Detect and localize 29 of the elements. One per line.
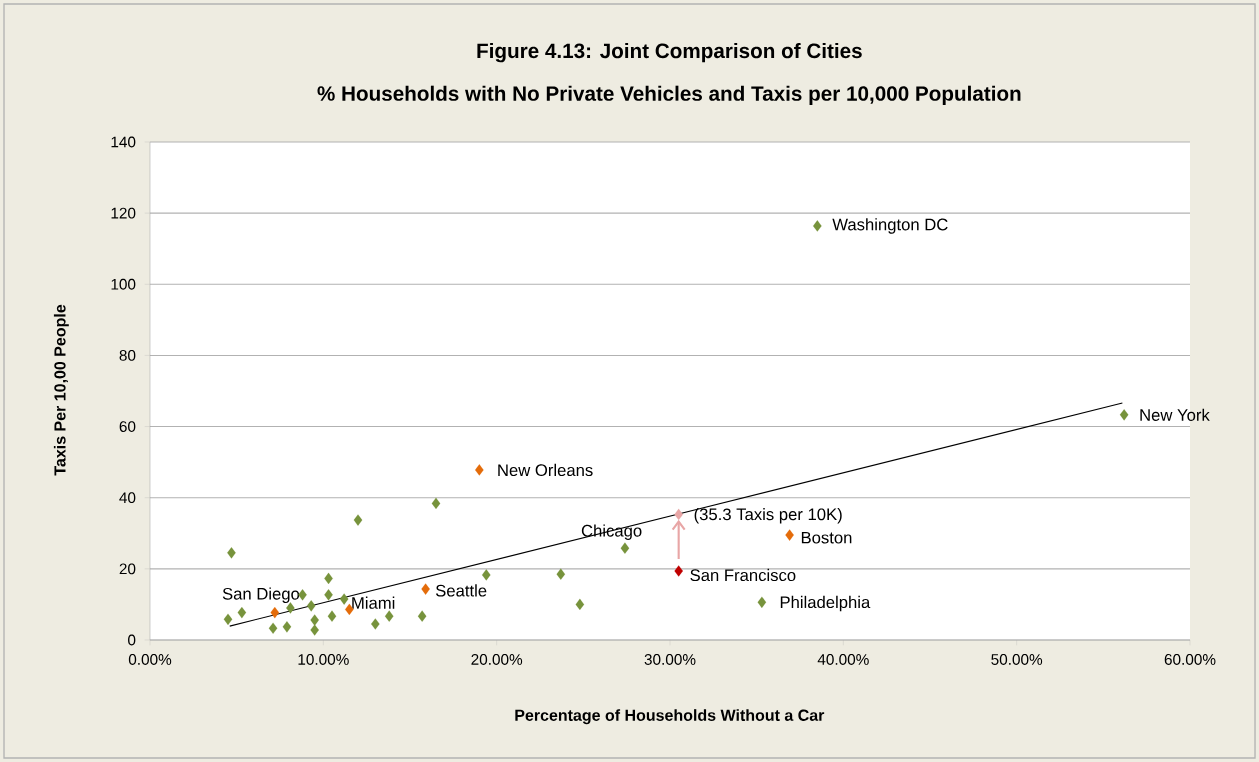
annotation: Washington DC: [832, 218, 948, 234]
x-tick-label: 50.00%: [991, 654, 1043, 665]
x-tick-label: 0.00%: [128, 654, 172, 665]
annotation: San Francisco: [690, 568, 796, 582]
annotation: New York: [1140, 408, 1210, 421]
y-tick-label: 40: [119, 492, 136, 504]
chart-title: Figure 4.13: Joint Comparison of Cities: [477, 42, 862, 63]
annotation: (35.3 Taxis per 10K): [694, 507, 842, 524]
chart-subtitle: % Households with No Private Vehicles and Taxis per 10,000 Population: [317, 85, 1021, 105]
annotation: New Orleans: [498, 463, 593, 477]
y-tick-label: 120: [111, 207, 136, 219]
x-tick-label: 10.00%: [298, 654, 349, 665]
annotation: Miami: [352, 596, 395, 609]
annotation: San Diego: [222, 587, 300, 603]
y-tick-label: 80: [119, 349, 136, 361]
x-tick-label: 20.00%: [471, 654, 523, 665]
y-tick-label: 60: [119, 421, 136, 432]
annotation: Philadelphia: [780, 595, 871, 612]
y-axis-title: Taxis Per 10,00 People: [53, 304, 69, 476]
x-tick-label: 30.00%: [644, 654, 696, 665]
y-tick-label: 0: [128, 634, 136, 646]
y-tick-label: 100: [111, 278, 136, 290]
y-tick-label: 20: [119, 563, 136, 575]
x-tick-label: 60.00%: [1164, 654, 1216, 665]
y-tick-label: 140: [111, 136, 136, 148]
annotation: Seattle: [435, 584, 487, 597]
x-axis-title: Percentage of Households Without a Car: [515, 709, 825, 725]
x-tick-label: 40.00%: [817, 654, 869, 665]
annotation: Boston: [801, 531, 852, 544]
